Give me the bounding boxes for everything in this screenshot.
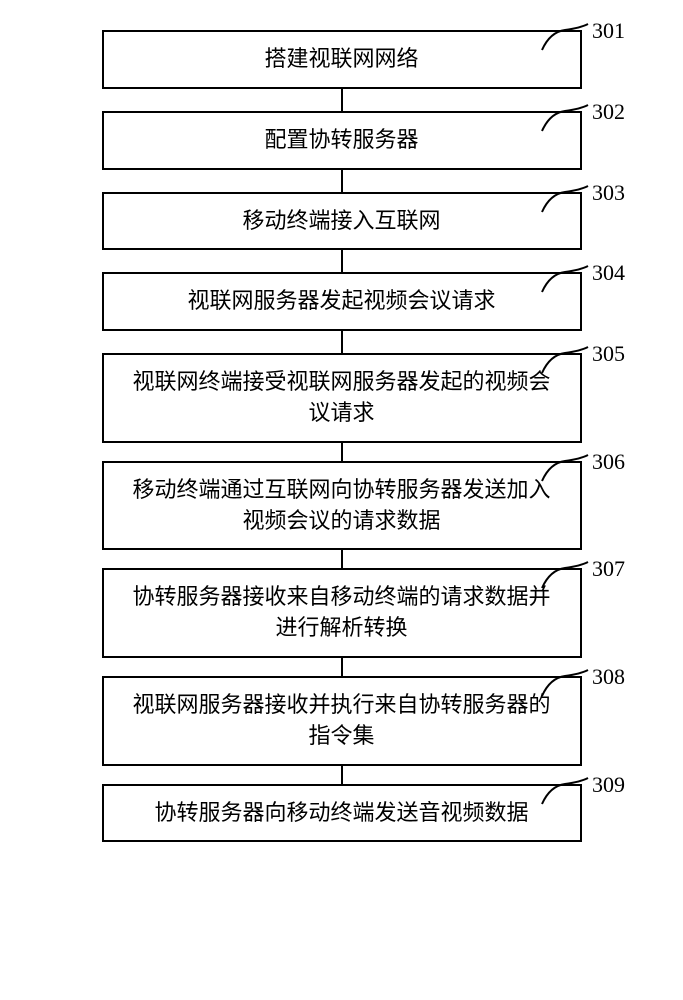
label-curve-icon: [540, 264, 590, 294]
step-text: 移动终端接入互联网: [242, 206, 440, 237]
flowchart-container: 搭建视联网网络301配置协转服务器302移动终端接入互联网303视联网服务器发起…: [0, 0, 683, 842]
label-curve-icon: [540, 776, 590, 806]
step-box: 视联网服务器接收并执行来自协转服务器的指令集: [102, 676, 582, 766]
step-text: 视联网服务器发起视频会议请求: [187, 286, 495, 317]
step-307: 协转服务器接收来自移动终端的请求数据并进行解析转换307: [0, 568, 683, 658]
step-box: 搭建视联网网络: [102, 30, 582, 89]
step-label: 309: [592, 772, 625, 798]
step-label-wrapper: 306: [540, 453, 625, 483]
step-box: 配置协转服务器: [102, 111, 582, 170]
step-304: 视联网服务器发起视频会议请求304: [0, 272, 683, 331]
step-label-wrapper: 309: [540, 776, 625, 806]
step-box: 视联网服务器发起视频会议请求: [102, 272, 582, 331]
step-309: 协转服务器向移动终端发送音视频数据309: [0, 784, 683, 843]
step-text: 视联网服务器接收并执行来自协转服务器的指令集: [124, 690, 560, 752]
step-label: 307: [592, 556, 625, 582]
connector: [341, 170, 343, 192]
step-label-wrapper: 307: [540, 560, 625, 590]
step-label: 304: [592, 260, 625, 286]
step-label: 305: [592, 341, 625, 367]
connector: [341, 443, 343, 461]
label-curve-icon: [540, 453, 590, 483]
step-box: 协转服务器接收来自移动终端的请求数据并进行解析转换: [102, 568, 582, 658]
step-306: 移动终端通过互联网向协转服务器发送加入视频会议的请求数据306: [0, 461, 683, 551]
step-box: 视联网终端接受视联网服务器发起的视频会议请求: [102, 353, 582, 443]
connector: [341, 550, 343, 568]
step-label-wrapper: 305: [540, 345, 625, 375]
step-box: 移动终端通过互联网向协转服务器发送加入视频会议的请求数据: [102, 461, 582, 551]
step-label-wrapper: 302: [540, 103, 625, 133]
label-curve-icon: [540, 345, 590, 375]
connector: [341, 766, 343, 784]
step-label: 306: [592, 449, 625, 475]
label-curve-icon: [540, 22, 590, 52]
label-curve-icon: [540, 668, 590, 698]
step-302: 配置协转服务器302: [0, 111, 683, 170]
step-label-wrapper: 308: [540, 668, 625, 698]
step-label-wrapper: 304: [540, 264, 625, 294]
label-curve-icon: [540, 560, 590, 590]
step-box: 协转服务器向移动终端发送音视频数据: [102, 784, 582, 843]
step-text: 移动终端通过互联网向协转服务器发送加入视频会议的请求数据: [124, 475, 560, 537]
label-curve-icon: [540, 184, 590, 214]
step-text: 配置协转服务器: [264, 125, 418, 156]
connector: [341, 331, 343, 353]
connector: [341, 250, 343, 272]
step-label-wrapper: 301: [540, 22, 625, 52]
connector: [341, 658, 343, 676]
step-text: 协转服务器接收来自移动终端的请求数据并进行解析转换: [124, 582, 560, 644]
step-305: 视联网终端接受视联网服务器发起的视频会议请求305: [0, 353, 683, 443]
step-308: 视联网服务器接收并执行来自协转服务器的指令集308: [0, 676, 683, 766]
step-text: 搭建视联网网络: [264, 44, 418, 75]
step-text: 协转服务器向移动终端发送音视频数据: [154, 798, 528, 829]
step-label: 303: [592, 180, 625, 206]
step-text: 视联网终端接受视联网服务器发起的视频会议请求: [124, 367, 560, 429]
step-label: 302: [592, 99, 625, 125]
step-label: 308: [592, 664, 625, 690]
step-303: 移动终端接入互联网303: [0, 192, 683, 251]
connector: [341, 89, 343, 111]
step-label: 301: [592, 18, 625, 44]
step-301: 搭建视联网网络301: [0, 30, 683, 89]
step-label-wrapper: 303: [540, 184, 625, 214]
step-box: 移动终端接入互联网: [102, 192, 582, 251]
label-curve-icon: [540, 103, 590, 133]
